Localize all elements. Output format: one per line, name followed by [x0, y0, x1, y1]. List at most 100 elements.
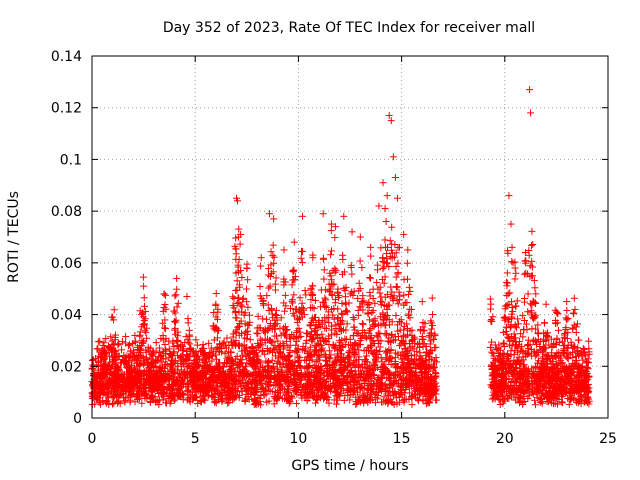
- data-point: [559, 389, 567, 397]
- y-tick-label: 0.1: [60, 152, 82, 168]
- data-point: [366, 288, 374, 296]
- x-tick-label: 5: [191, 431, 200, 447]
- data-point: [294, 385, 302, 393]
- data-point: [555, 353, 563, 361]
- x-axis-label: GPS time / hours: [291, 458, 408, 474]
- data-point: [286, 304, 294, 312]
- data-point: [265, 265, 273, 273]
- data-point: [387, 292, 395, 300]
- data-point: [521, 270, 529, 278]
- data-point: [486, 295, 494, 303]
- data-point: [297, 254, 305, 262]
- data-point: [173, 285, 181, 293]
- data-point: [541, 319, 549, 327]
- data-point: [585, 345, 593, 353]
- data-point: [220, 338, 228, 346]
- data-point: [319, 254, 327, 262]
- data-point: [244, 303, 252, 311]
- data-point: [265, 381, 273, 389]
- data-point: [138, 399, 146, 407]
- data-point: [383, 259, 391, 267]
- data-point: [506, 289, 514, 297]
- data-point: [334, 285, 342, 293]
- data-point: [269, 252, 277, 260]
- data-point: [256, 292, 264, 300]
- data-point: [248, 343, 256, 351]
- data-point: [504, 290, 512, 298]
- data-point: [317, 286, 325, 294]
- data-point: [307, 296, 315, 304]
- data-point: [404, 359, 412, 367]
- data-point: [504, 333, 512, 341]
- data-point: [298, 259, 306, 267]
- data-point: [381, 273, 389, 281]
- data-point: [340, 212, 348, 220]
- data-point: [366, 316, 374, 324]
- data-point: [373, 279, 381, 287]
- data-point: [232, 314, 240, 322]
- data-point: [389, 153, 397, 161]
- data-point: [331, 265, 339, 273]
- x-tick-label: 15: [393, 431, 411, 447]
- data-point: [530, 315, 538, 323]
- data-point: [526, 86, 534, 94]
- data-point: [382, 217, 390, 225]
- data-point: [563, 316, 571, 324]
- data-point: [170, 348, 178, 356]
- data-point: [171, 318, 179, 326]
- data-point: [160, 324, 168, 332]
- data-point: [100, 339, 108, 347]
- data-point: [393, 296, 401, 304]
- y-tick-label: 0: [73, 411, 82, 427]
- data-point: [403, 299, 411, 307]
- data-point: [344, 355, 352, 363]
- data-point: [552, 308, 560, 316]
- data-point: [371, 299, 379, 307]
- data-point: [290, 238, 298, 246]
- data-point: [306, 304, 314, 312]
- data-point: [262, 315, 270, 323]
- data-point: [397, 355, 405, 363]
- data-point: [325, 399, 333, 407]
- data-point: [399, 396, 407, 404]
- y-tick-label: 0.06: [51, 256, 82, 272]
- data-point: [170, 397, 178, 405]
- data-point: [407, 305, 415, 313]
- data-point: [288, 281, 296, 289]
- data-point: [386, 237, 394, 245]
- data-point: [242, 353, 250, 361]
- data-point: [393, 194, 401, 202]
- data-point: [408, 393, 416, 401]
- data-point: [565, 400, 573, 408]
- data-point: [210, 394, 218, 402]
- data-point: [391, 174, 399, 182]
- data-point: [499, 397, 507, 405]
- data-point: [573, 320, 581, 328]
- data-point: [524, 290, 532, 298]
- x-tick-label: 20: [496, 431, 514, 447]
- data-point: [274, 337, 282, 345]
- data-point: [139, 339, 147, 347]
- data-point: [343, 308, 351, 316]
- data-point: [585, 337, 593, 345]
- data-point: [184, 315, 192, 323]
- data-point: [341, 391, 349, 399]
- data-point: [367, 387, 375, 395]
- data-point: [257, 262, 265, 270]
- data-point: [192, 336, 200, 344]
- data-point: [355, 279, 363, 287]
- data-point: [375, 202, 383, 210]
- data-point: [574, 347, 582, 355]
- data-point: [520, 317, 528, 325]
- data-point: [171, 292, 179, 300]
- data-point: [232, 286, 240, 294]
- data-point: [395, 288, 403, 296]
- data-point: [356, 233, 364, 241]
- data-point: [508, 243, 516, 251]
- data-point: [487, 343, 495, 351]
- x-tick-label: 25: [599, 431, 617, 447]
- data-point: [152, 339, 160, 347]
- data-point: [237, 329, 245, 337]
- data-point: [212, 355, 220, 363]
- data-point: [185, 326, 193, 334]
